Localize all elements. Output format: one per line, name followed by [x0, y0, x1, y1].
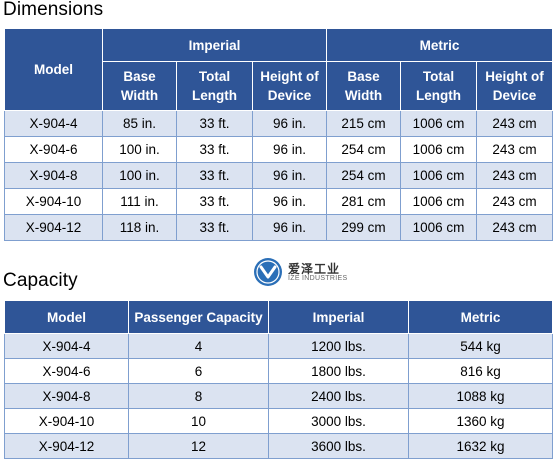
cell-met-width: 254 cm [326, 136, 401, 163]
cell-met-width: 254 cm [326, 162, 401, 189]
cell-imp-height: 96 in. [252, 136, 327, 163]
dim-header-imp-total-length: Total Length [176, 61, 253, 111]
cell-imperial: 3600 lbs. [268, 433, 409, 459]
cell-met-length: 1006 cm [400, 110, 477, 137]
cell-imp-width: 111 in. [102, 188, 177, 215]
dim-header-imp-base-width: Base Width [102, 61, 177, 111]
dim-header-imp-height: Height of Device [252, 61, 327, 111]
cap-header-model: Model [4, 300, 129, 334]
cell-imp-length: 33 ft. [176, 136, 253, 163]
ize-logo-icon [254, 258, 282, 286]
cell-metric: 816 kg [408, 358, 553, 384]
cell-imp-length: 33 ft. [176, 214, 253, 241]
capacity-table: Model Passenger Capacity Imperial Metric… [4, 300, 553, 459]
cell-model: X-904-12 [4, 214, 103, 241]
table-row: X-904-10 10 3000 lbs. 1360 kg [4, 408, 553, 434]
cell-imp-length: 33 ft. [176, 110, 253, 137]
cell-imperial: 1200 lbs. [268, 333, 409, 359]
cap-header-passenger-capacity: Passenger Capacity [128, 300, 269, 334]
ize-logo-cn-text: 爱泽工业 [288, 262, 341, 276]
cell-met-length: 1006 cm [400, 188, 477, 215]
table-row: X-904-6 100 in. 33 ft. 96 in. 254 cm 100… [4, 136, 554, 163]
table-row: X-904-6 6 1800 lbs. 816 kg [4, 358, 553, 384]
cell-passengers: 6 [128, 358, 269, 384]
cell-imp-width: 118 in. [102, 214, 177, 241]
cell-met-length: 1006 cm [400, 136, 477, 163]
table-row: X-904-12 12 3600 lbs. 1632 kg [4, 433, 553, 459]
dim-header-met-total-length: Total Length [400, 61, 477, 111]
cell-imp-width: 85 in. [102, 110, 177, 137]
cell-imp-height: 96 in. [252, 214, 327, 241]
cell-met-height: 243 cm [475, 188, 554, 215]
cell-imperial: 2400 lbs. [268, 383, 409, 409]
cell-imp-height: 96 in. [252, 188, 327, 215]
cell-met-height: 243 cm [475, 162, 554, 189]
cell-met-height: 243 cm [475, 110, 554, 137]
cell-passengers: 10 [128, 408, 269, 434]
cap-header-metric: Metric [408, 300, 553, 334]
cell-imperial: 1800 lbs. [268, 358, 409, 384]
cell-metric: 1088 kg [408, 383, 553, 409]
dim-header-model: Model [4, 28, 103, 111]
dim-header-imperial: Imperial [102, 28, 327, 62]
cell-imp-length: 33 ft. [176, 188, 253, 215]
cell-model: X-904-10 [4, 188, 103, 215]
cell-metric: 1360 kg [408, 408, 553, 434]
cell-model: X-904-6 [4, 358, 129, 384]
dim-header-met-base-width: Base Width [326, 61, 401, 111]
cell-met-height: 243 cm [475, 214, 554, 241]
cell-model: X-904-12 [4, 433, 129, 459]
cell-met-width: 299 cm [326, 214, 401, 241]
cell-model: X-904-8 [4, 162, 103, 189]
cell-model: X-904-10 [4, 408, 129, 434]
cell-met-width: 281 cm [326, 188, 401, 215]
capacity-title: Capacity [3, 270, 78, 291]
dimensions-table: Model Imperial Metric Base Width Total L… [4, 28, 554, 241]
cell-passengers: 4 [128, 333, 269, 359]
cell-met-height: 243 cm [475, 136, 554, 163]
cell-metric: 1632 kg [408, 433, 553, 459]
table-row: X-904-12 118 in. 33 ft. 96 in. 299 cm 10… [4, 214, 554, 241]
cell-imperial: 3000 lbs. [268, 408, 409, 434]
dimensions-title: Dimensions [3, 0, 104, 20]
cell-passengers: 8 [128, 383, 269, 409]
cell-met-width: 215 cm [326, 110, 401, 137]
cell-metric: 544 kg [408, 333, 553, 359]
dim-header-met-height: Height of Device [475, 61, 554, 111]
cell-passengers: 12 [128, 433, 269, 459]
table-row: X-904-8 100 in. 33 ft. 96 in. 254 cm 100… [4, 162, 554, 189]
table-row: X-904-8 8 2400 lbs. 1088 kg [4, 383, 553, 409]
cell-model: X-904-4 [4, 110, 103, 137]
cell-met-length: 1006 cm [400, 214, 477, 241]
cell-imp-height: 96 in. [252, 110, 327, 137]
ize-logo: 爱泽工业 IZE INDUSTRIES [254, 258, 364, 288]
cell-model: X-904-6 [4, 136, 103, 163]
cell-imp-width: 100 in. [102, 136, 177, 163]
cell-model: X-904-8 [4, 383, 129, 409]
ize-logo-en-text: IZE INDUSTRIES [288, 275, 348, 282]
cell-imp-length: 33 ft. [176, 162, 253, 189]
cell-met-length: 1006 cm [400, 162, 477, 189]
cell-imp-width: 100 in. [102, 162, 177, 189]
cell-model: X-904-4 [4, 333, 129, 359]
dim-header-metric: Metric [325, 28, 554, 62]
cell-imp-height: 96 in. [252, 162, 327, 189]
table-row: X-904-4 4 1200 lbs. 544 kg [4, 333, 553, 359]
table-row: X-904-4 85 in. 33 ft. 96 in. 215 cm 1006… [4, 110, 554, 137]
table-row: X-904-10 111 in. 33 ft. 96 in. 281 cm 10… [4, 188, 554, 215]
cap-header-imperial: Imperial [268, 300, 409, 334]
